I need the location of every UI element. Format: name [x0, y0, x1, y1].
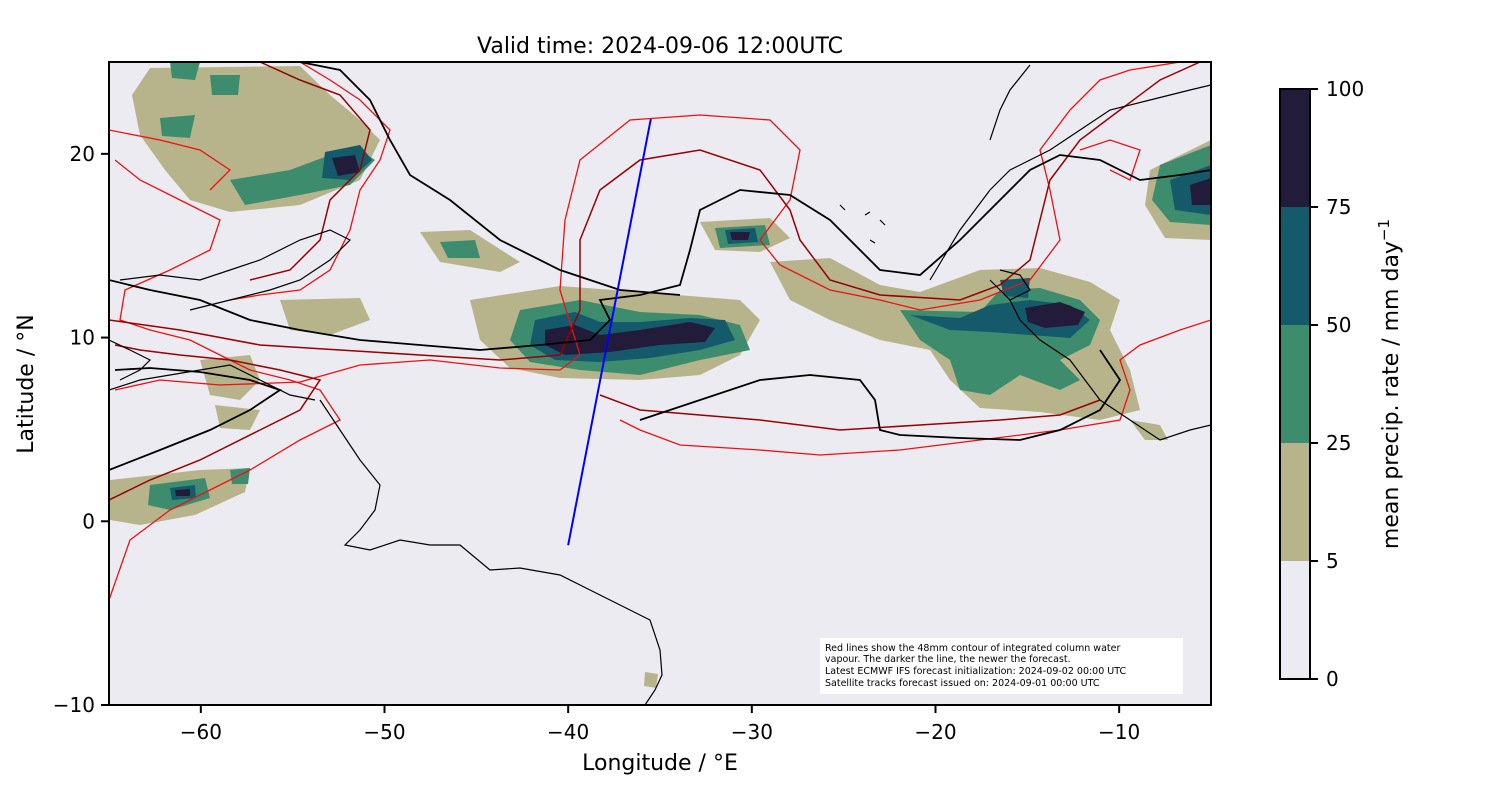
annotation-box: Red lines show the 48mm contour of integ… [820, 638, 1183, 694]
coastlines [109, 64, 1211, 705]
forecast-contour-line [109, 62, 1201, 361]
colorbar-title: mean precip. rate / mm day−1 [1375, 219, 1404, 549]
colorbar-tick-label: 25 [1326, 431, 1351, 455]
x-axis-ticks: −60 −50 −40 −30 −20 −10 [180, 705, 1140, 744]
x-tick-label: −50 [363, 720, 405, 744]
annotation-line-4: Satellite tracks forecast issued on: 202… [825, 678, 1100, 689]
precip-patch [280, 298, 370, 335]
precip-patch [644, 672, 658, 688]
x-tick-label: −20 [914, 720, 956, 744]
precip-75-100-layer [175, 155, 1211, 496]
precip-patch [170, 62, 200, 80]
forecast-contour-line [639, 349, 1122, 441]
precip-patch [730, 232, 750, 240]
colorbar-segment [1280, 207, 1310, 325]
forecast-contour-line [109, 159, 341, 601]
forecast-contour-line [1079, 139, 1141, 181]
precip-patch [440, 240, 480, 258]
forecast-contour-line [109, 154, 1211, 351]
precip-patch [1130, 420, 1168, 440]
satellite-track-line [567, 118, 652, 546]
forecast-contour-line [599, 394, 1101, 431]
colorbar-tick-label: 5 [1326, 549, 1339, 573]
forecast-contours-new [109, 62, 1211, 471]
coastline-south-america-north [109, 364, 316, 401]
coastline-south-america [319, 399, 663, 705]
coastline-africa [929, 84, 1211, 281]
annotation-line-2: vapour. The darker the line, the newer t… [825, 654, 1071, 665]
colorbar-segment [1280, 325, 1310, 443]
x-tick-label: −60 [180, 720, 222, 744]
precip-patch [1190, 178, 1211, 205]
y-tick-label: 10 [70, 326, 95, 350]
precip-patch [1025, 302, 1085, 328]
forecast-contour-line [114, 62, 1181, 391]
colorbar-tick-label: 75 [1326, 195, 1351, 219]
annotation-line-1: Red lines show the 48mm contour of integ… [825, 643, 1120, 654]
annotation-line-3: Latest ECMWF IFS forecast initialization… [825, 666, 1126, 677]
coastline-africa-west [989, 279, 1211, 441]
forecast-contours-old [109, 62, 1211, 601]
x-axis-title: Longitude / °E [582, 751, 738, 776]
annotation-background [820, 638, 1183, 694]
colorbar-frame [1279, 88, 1311, 680]
map-frame [108, 61, 1212, 706]
precip-patch [210, 75, 240, 95]
y-tick-label: −10 [53, 693, 95, 717]
colorbar-segment [1280, 561, 1310, 679]
colorbar-tick-label: 0 [1326, 667, 1339, 691]
forecast-contours-mid [109, 62, 1201, 501]
colorbar-segment [1280, 443, 1310, 561]
x-tick-label: −30 [731, 720, 773, 744]
coastline-caribbean [119, 229, 352, 311]
forecast-contour-line [109, 129, 232, 191]
colorbar-title-text: mean precip. rate / mm day [1379, 241, 1404, 549]
precip-patch [545, 322, 715, 355]
map-content [109, 62, 1211, 705]
coastline-west-africa-islands [999, 269, 1031, 301]
x-tick-label: −40 [547, 720, 589, 744]
y-tick-label: 0 [82, 509, 95, 533]
colorbar-title-exponent: −1 [1375, 219, 1393, 241]
forecast-contour-line [249, 62, 371, 281]
y-tick-label: 20 [70, 142, 95, 166]
forecast-contour-line [619, 319, 1211, 456]
precip-patch [230, 468, 250, 484]
precip-patch [175, 489, 190, 496]
colorbar [1280, 89, 1310, 679]
map-title: Valid time: 2024-09-06 12:00UTC [477, 34, 843, 59]
y-axis-title: Latitude / °N [14, 314, 39, 453]
coastline-iberia [989, 64, 1031, 141]
colorbar-ticks: 0 5 25 50 75 100 [1310, 77, 1364, 691]
colorbar-segment [1280, 89, 1310, 207]
forecast-contour-line [109, 344, 322, 501]
coastline-cape-verde [839, 204, 886, 244]
forecast-contour-line [299, 62, 681, 296]
colorbar-tick-label: 50 [1326, 313, 1351, 337]
precip-patch [332, 155, 360, 176]
colorbar-tick-label: 100 [1326, 77, 1364, 101]
precip-patch [160, 115, 195, 138]
x-tick-label: −10 [1098, 720, 1140, 744]
forecast-contour-line [229, 62, 391, 301]
y-axis-ticks: −10 0 10 20 [53, 142, 109, 717]
coastline-central-america [109, 339, 152, 381]
